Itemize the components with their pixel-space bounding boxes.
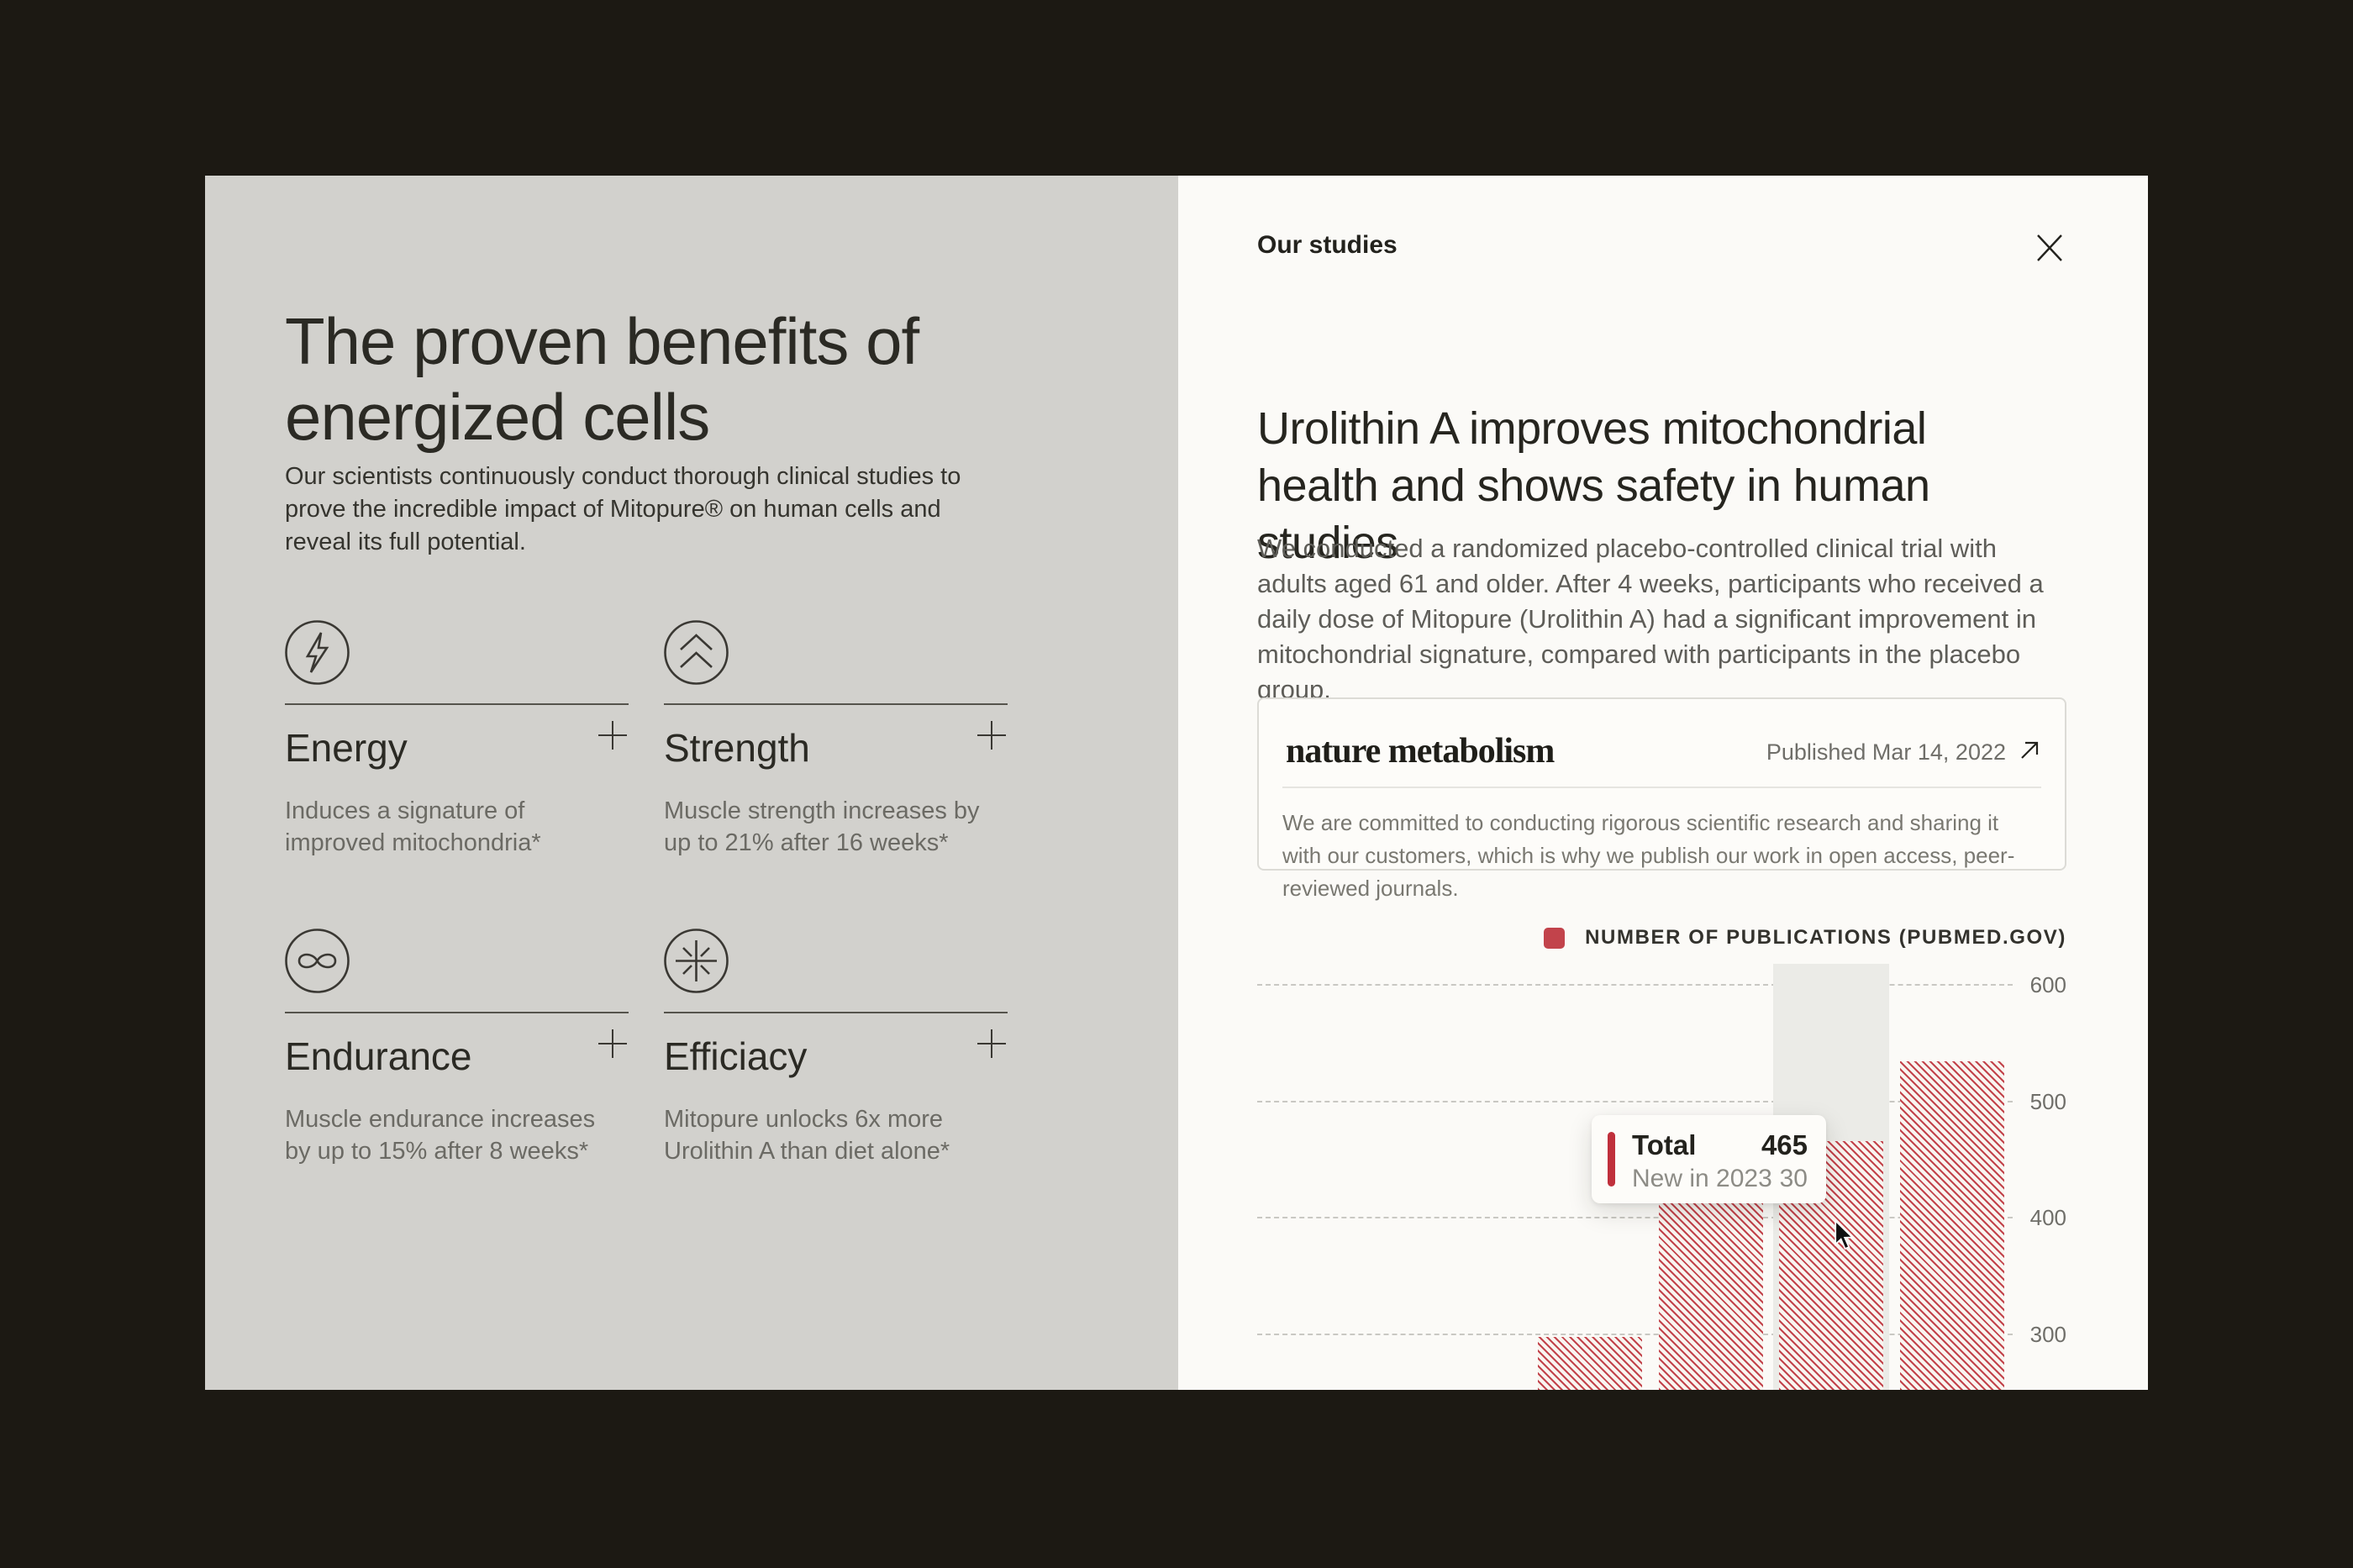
double-chevron-up-icon	[664, 620, 729, 685]
benefit-title: Strength	[664, 726, 810, 770]
benefit-description: Muscle endurance increases by up to 15% …	[285, 1106, 596, 1165]
lightning-bolt-icon	[285, 620, 350, 685]
gridline-600	[1257, 983, 2013, 986]
gridline-400	[1257, 1217, 2013, 1219]
expand-plus-icon[interactable]	[976, 719, 1008, 751]
chart-tooltip: Total 465 New in 2023 30	[1592, 1115, 1826, 1203]
published-date: Published Mar 14, 2022	[1766, 739, 2006, 765]
expand-plus-icon[interactable]	[597, 719, 629, 751]
tooltip-sublabel: New in 2023	[1632, 1165, 1772, 1192]
divider	[1282, 787, 2041, 788]
divider	[664, 1012, 1008, 1013]
intro-paragraph: Our scientists continuously conduct thor…	[285, 463, 961, 555]
journal-logo: nature metabolism	[1286, 732, 1555, 771]
benefit-title: Energy	[285, 726, 408, 770]
infinity-icon	[285, 929, 350, 993]
studies-panel: Our studies Urolithin A improves mitocho…	[1178, 176, 2148, 1390]
y-tick-label: 300	[2029, 1322, 2066, 1347]
expand-plus-icon[interactable]	[597, 1028, 629, 1060]
legend-label: NUMBER OF PUBLICATIONS (PUBMED.GOV)	[1585, 926, 2066, 949]
external-link-arrow-icon[interactable]	[2018, 738, 2041, 761]
tooltip-value: 465	[1761, 1129, 1808, 1160]
benefit-description: Induces a signature of improved mitochon…	[285, 797, 541, 856]
study-paragraph: We conducted a randomized placebo-contro…	[1257, 534, 2044, 704]
journal-card[interactable]: nature metabolism Published Mar 14, 2022…	[1257, 697, 2066, 901]
benefit-description: Muscle strength increases by up to 21% a…	[664, 797, 980, 856]
study-heading: Urolithin A improves mitochondrial healt…	[1257, 403, 1930, 568]
benefits-panel: The proven benefits of energized cells O…	[205, 176, 1178, 1390]
tooltip-subvalue: 30	[1779, 1165, 1808, 1192]
publication-bar[interactable]	[1658, 1202, 1763, 1390]
journal-card-body: We are committed to conducting rigorous …	[1282, 810, 2015, 901]
divider	[285, 1012, 629, 1013]
mouse-cursor	[1834, 1218, 1856, 1255]
y-tick-label: 600	[2029, 971, 2066, 997]
benefit-title: Efficiacy	[664, 1034, 808, 1078]
y-tick-label: 500	[2029, 1088, 2066, 1114]
tooltip-label: Total	[1632, 1129, 1697, 1160]
chart-legend: NUMBER OF PUBLICATIONS (PUBMED.GOV)	[1544, 923, 2066, 953]
gridline-300	[1257, 1334, 2013, 1335]
starburst-icon	[664, 929, 729, 993]
y-tick-label: 400	[2029, 1205, 2066, 1231]
legend-swatch	[1544, 927, 1566, 949]
close-icon[interactable]	[2035, 234, 2064, 262]
gridline-500	[1257, 1100, 2013, 1102]
expand-plus-icon[interactable]	[976, 1028, 1008, 1060]
tooltip-accent-bar	[1608, 1132, 1615, 1187]
divider	[664, 703, 1008, 705]
chart-area[interactable]: 300 400 500 600 Total 465 New in 2023 30	[1178, 964, 2148, 1390]
publication-bar[interactable]	[1899, 1060, 2004, 1390]
divider	[285, 703, 629, 705]
publication-bar[interactable]	[1538, 1337, 1642, 1390]
benefit-description: Mitopure unlocks 6x more Urolithin A tha…	[664, 1106, 950, 1165]
benefit-title: Endurance	[285, 1034, 472, 1078]
page-title: The proven benefits of energized cells	[285, 304, 919, 455]
panel-header: Our studies	[1257, 231, 1398, 259]
